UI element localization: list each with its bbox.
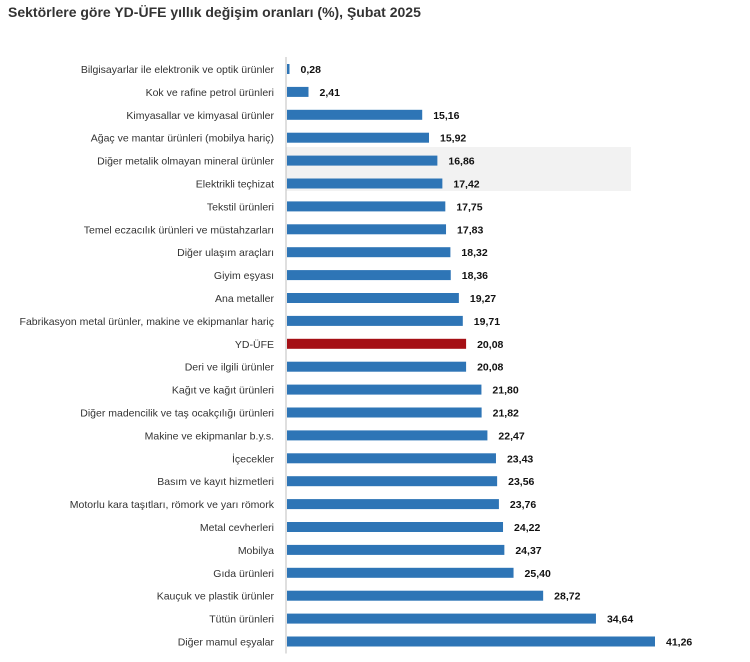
category-label: Elektrikli teçhizat xyxy=(196,179,274,191)
category-label: Deri ve ilgili ürünler xyxy=(185,362,275,374)
bar xyxy=(287,247,451,258)
bar xyxy=(287,361,467,372)
value-label: 24,37 xyxy=(515,545,541,557)
category-label: Kok ve rafine petrol ürünleri xyxy=(146,87,274,99)
bar xyxy=(287,636,655,647)
value-label: 16,86 xyxy=(448,156,474,168)
value-label: 21,82 xyxy=(493,408,519,420)
value-label: 23,56 xyxy=(508,476,534,488)
category-label: Gıda ürünleri xyxy=(213,568,274,580)
bar xyxy=(287,201,446,212)
category-label: Diğer metalik olmayan mineral ürünler xyxy=(97,156,274,168)
bar xyxy=(287,567,514,578)
category-label: İçecekler xyxy=(232,452,275,465)
value-label: 2,41 xyxy=(319,87,340,99)
value-label: 41,26 xyxy=(666,637,692,649)
category-label: Metal cevherleri xyxy=(200,522,274,534)
category-label: Diğer mamul eşyalar xyxy=(178,637,275,649)
bar xyxy=(287,522,504,532)
value-label: 17,83 xyxy=(457,224,483,236)
value-label: 18,32 xyxy=(461,247,487,259)
value-label: 21,80 xyxy=(492,385,518,397)
value-label: 17,42 xyxy=(453,179,479,191)
value-label: 17,75 xyxy=(456,201,482,213)
value-label: 0,28 xyxy=(300,64,321,76)
category-label: Temel eczacılık ürünleri ve müstahzarlar… xyxy=(84,224,274,236)
value-label: 19,27 xyxy=(470,293,496,305)
category-label: Fabrikasyon metal ürünler, makine ve eki… xyxy=(20,316,274,328)
bar xyxy=(287,132,429,143)
value-label: 24,22 xyxy=(514,522,540,534)
bar xyxy=(287,224,447,235)
category-label: Ana metaller xyxy=(215,293,274,305)
bar xyxy=(287,293,459,303)
category-label: Giyim eşyası xyxy=(214,270,274,282)
value-label: 19,71 xyxy=(474,316,500,328)
category-label: Bilgisayarlar ile elektronik ve optik ür… xyxy=(81,64,275,76)
category-label: Ağaç ve mantar ürünleri (mobilya hariç) xyxy=(91,133,274,145)
chart-title: Sektörlere göre YD-ÜFE yıllık değişim or… xyxy=(8,4,421,20)
category-label: Kağıt ve kağıt ürünleri xyxy=(172,385,274,397)
bar xyxy=(287,270,451,281)
bar xyxy=(287,178,443,189)
bar xyxy=(287,430,488,441)
bar xyxy=(287,64,290,74)
value-label: 23,76 xyxy=(510,499,536,511)
bar xyxy=(287,544,505,555)
value-label: 34,64 xyxy=(607,614,633,626)
category-label: Kimyasallar ve kimyasal ürünler xyxy=(126,110,274,122)
bar-highlight xyxy=(287,338,467,349)
category-label: Makine ve ekipmanlar b.y.s. xyxy=(145,430,274,442)
value-label: 20,08 xyxy=(477,339,503,351)
value-label: 20,08 xyxy=(477,362,503,374)
category-label: YD-ÜFE xyxy=(235,339,274,351)
bar xyxy=(287,407,482,418)
category-label: Tekstil ürünleri xyxy=(207,201,274,213)
bar xyxy=(287,590,544,601)
value-label: 23,43 xyxy=(507,453,533,465)
category-label: Basım ve kayıt hizmetleri xyxy=(157,476,274,488)
value-label: 15,92 xyxy=(440,133,466,145)
bar xyxy=(287,453,496,464)
category-label: Tütün ürünleri xyxy=(209,614,274,626)
bar xyxy=(287,109,423,120)
value-label: 15,16 xyxy=(433,110,459,122)
bar xyxy=(287,499,499,510)
value-label: 22,47 xyxy=(498,430,524,442)
value-label: 18,36 xyxy=(462,270,488,282)
value-label: 25,40 xyxy=(525,568,551,580)
category-label: Mobilya xyxy=(238,545,274,557)
bars-group: Bilgisayarlar ile elektronik ve optik ür… xyxy=(20,64,692,649)
category-label: Kauçuk ve plastik ürünler xyxy=(157,591,275,603)
bar xyxy=(287,155,438,166)
value-label: 28,72 xyxy=(554,591,580,603)
bar xyxy=(287,86,309,97)
bar xyxy=(287,476,498,487)
category-label: Diğer ulaşım araçları xyxy=(177,247,274,259)
bar xyxy=(287,613,596,624)
bar xyxy=(287,384,482,395)
category-label: Motorlu kara taşıtları, römork ve yarı r… xyxy=(70,499,275,511)
bar xyxy=(287,315,463,326)
category-label: Diğer madencilik ve taş ocakçılığı ürünl… xyxy=(80,408,274,420)
